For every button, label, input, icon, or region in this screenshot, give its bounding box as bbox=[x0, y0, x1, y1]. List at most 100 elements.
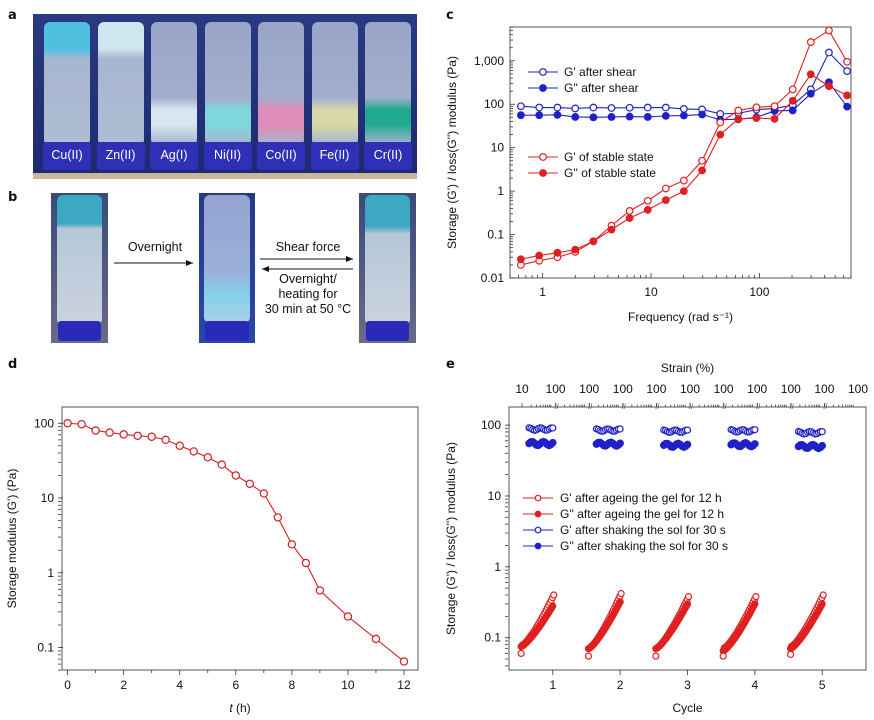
shelf bbox=[33, 173, 417, 179]
data-point bbox=[661, 111, 670, 120]
data-point bbox=[825, 82, 833, 91]
data-point-gp-gel bbox=[684, 593, 693, 601]
data-point bbox=[679, 176, 688, 185]
data-point bbox=[203, 453, 212, 462]
data-point bbox=[788, 106, 797, 115]
x-tick-label: 10 bbox=[341, 678, 355, 692]
x-tick-label: 4 bbox=[176, 678, 183, 692]
vial-photo-sol bbox=[199, 193, 255, 343]
data-point bbox=[643, 196, 652, 205]
vial-2: Ag(I) bbox=[150, 22, 200, 172]
data-point-gpp-sol bbox=[751, 440, 759, 448]
y-tick-label: 0.1 bbox=[484, 631, 501, 645]
data-point-gp-gel bbox=[550, 591, 558, 599]
vial-5: Fe(II) bbox=[310, 22, 361, 172]
data-point bbox=[571, 104, 580, 113]
y-tick-label: 1,000 bbox=[474, 54, 504, 68]
vial-1: Zn(II) bbox=[96, 22, 147, 172]
y-tick-label: 0.1 bbox=[37, 640, 54, 654]
vial-label: Ni(II) bbox=[213, 148, 242, 162]
vial-cap: Co(II) bbox=[257, 142, 305, 170]
vial-photo-gel-recovered bbox=[359, 193, 416, 343]
top-tick-label: 100 bbox=[579, 382, 599, 396]
x-tick-label: 2 bbox=[120, 678, 127, 692]
vial-3: Ni(II) bbox=[203, 22, 254, 172]
data-point bbox=[843, 67, 851, 75]
data-point-gpp-gel bbox=[683, 600, 692, 608]
x-tick-label: 1 bbox=[549, 678, 556, 692]
plot-frame bbox=[61, 406, 419, 671]
vial-glass bbox=[44, 22, 90, 144]
plot-frame bbox=[509, 26, 852, 279]
data-point bbox=[788, 96, 797, 105]
data-point bbox=[301, 558, 311, 568]
y-tick-label: 1 bbox=[494, 560, 501, 574]
top-tick-label: 10 bbox=[515, 382, 529, 396]
x-axis-title: Frequency (rad s⁻¹) bbox=[628, 310, 733, 324]
x-axis-title: Cycle bbox=[672, 701, 702, 715]
panel-letter-a: a bbox=[8, 8, 17, 23]
axis-break-mark: // bbox=[823, 404, 827, 411]
data-point-gp-gel bbox=[752, 593, 760, 601]
data-point bbox=[716, 118, 725, 127]
x-tick-label: 0 bbox=[64, 678, 71, 692]
data-point bbox=[343, 612, 353, 621]
y-tick-label: 0.01 bbox=[481, 271, 505, 285]
data-point bbox=[259, 489, 269, 498]
data-point bbox=[516, 111, 525, 120]
vial-photo-gel-initial bbox=[51, 193, 108, 343]
data-point bbox=[315, 586, 325, 595]
top-tick-label: 100 bbox=[747, 382, 767, 396]
data-point-gp-gel bbox=[584, 652, 593, 660]
data-point bbox=[589, 103, 598, 112]
vial-label: Ag(I) bbox=[160, 148, 188, 162]
legend-label: G' after shear bbox=[564, 65, 636, 79]
legend-label: G' of stable state bbox=[564, 150, 654, 164]
vial-glass bbox=[311, 22, 358, 144]
data-point-gpp-gel bbox=[751, 600, 759, 608]
data-point bbox=[770, 114, 779, 123]
data-point bbox=[535, 251, 544, 260]
data-point-gpp-sol bbox=[818, 441, 827, 450]
x-tick-label: 12 bbox=[397, 678, 411, 692]
data-point-gp-sol bbox=[549, 424, 557, 432]
data-point bbox=[147, 432, 156, 441]
y-tick-label: 10 bbox=[41, 491, 55, 505]
data-point bbox=[698, 110, 706, 119]
data-point-gpp-gel bbox=[818, 600, 826, 608]
legend-marker bbox=[534, 494, 542, 502]
panel-letter-e: e bbox=[446, 357, 455, 372]
vial-cap: Zn(II) bbox=[96, 142, 145, 170]
data-point bbox=[734, 106, 743, 115]
data-point bbox=[607, 113, 616, 121]
vial-label: Cu(II) bbox=[51, 148, 83, 162]
data-point bbox=[716, 130, 725, 139]
legend-marker bbox=[539, 68, 547, 76]
axis-break-mark: // bbox=[588, 404, 592, 411]
data-point bbox=[535, 111, 544, 120]
data-point bbox=[625, 214, 634, 222]
data-point-gp-sol bbox=[616, 425, 624, 433]
top-axis-title: Strain (%) bbox=[661, 361, 714, 375]
top-tick-label: 100 bbox=[781, 382, 801, 396]
data-point bbox=[516, 255, 525, 264]
top-tick-label: 100 bbox=[646, 382, 666, 396]
data-point bbox=[625, 103, 634, 112]
y-tick-label: 0.1 bbox=[487, 228, 504, 242]
data-point bbox=[679, 111, 688, 120]
data-point bbox=[806, 70, 815, 79]
vial-row-photo: Cu(II) Zn(II) Ag(I) Ni(II) Co(II) Fe(II) Cr(II… bbox=[33, 14, 417, 179]
data-point bbox=[133, 431, 142, 440]
data-point-gp-gel bbox=[819, 591, 827, 599]
data-point-gp-gel bbox=[617, 589, 625, 598]
axis-break-mark: // bbox=[723, 404, 727, 411]
data-point bbox=[91, 426, 100, 435]
data-point bbox=[698, 166, 706, 175]
shear-force-label: Shear force bbox=[275, 240, 341, 254]
data-point bbox=[698, 156, 706, 165]
data-point-gpp-sol bbox=[548, 438, 557, 447]
vial-glass bbox=[365, 22, 411, 144]
top-tick-label: 100 bbox=[814, 382, 834, 396]
axis-break-mark: // bbox=[655, 404, 659, 411]
